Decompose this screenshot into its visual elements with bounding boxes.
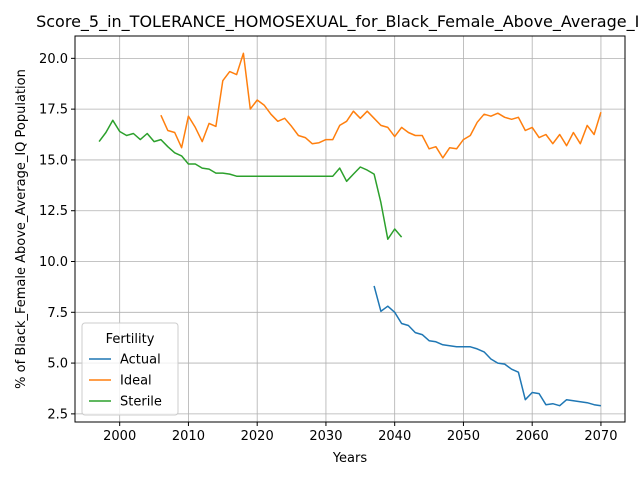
chart-title: Score_5_in_TOLERANCE_HOMOSEXUAL_for_Blac… — [36, 12, 640, 32]
x-tick-label: 2050 — [447, 429, 480, 444]
x-tick-label: 2040 — [378, 429, 411, 444]
y-tick-label: 15.0 — [39, 153, 68, 168]
x-tick-label: 2010 — [172, 429, 205, 444]
x-tick-label: 2070 — [584, 429, 617, 444]
y-tick-label: 5.0 — [47, 357, 68, 372]
x-axis-label: Years — [332, 451, 368, 466]
y-axis-label: % of Black_Female Above_Average_IQ Popul… — [14, 69, 29, 389]
y-tick-label: 10.0 — [39, 255, 68, 270]
series-line-sterile — [98, 119, 403, 240]
x-tick-label: 2020 — [241, 429, 274, 444]
y-tick-label: 2.5 — [47, 407, 68, 422]
series-line-actual — [373, 285, 602, 407]
series-line-ideal — [160, 52, 602, 159]
y-tick-label: 20.0 — [39, 52, 68, 67]
y-tick-label: 12.5 — [39, 204, 68, 219]
y-axis-ticks: 2.5 5.0 7.5 10.0 12.5 15.0 17.5 20.0 — [39, 52, 75, 422]
x-tick-label: 2000 — [103, 429, 136, 444]
y-tick-label: 17.5 — [39, 103, 68, 118]
legend-label-sterile: Sterile — [120, 395, 162, 410]
legend-title: Fertility — [106, 332, 155, 347]
legend-label-ideal: Ideal — [120, 374, 152, 389]
y-tick-label: 7.5 — [47, 306, 68, 321]
legend: Fertility Actual Ideal Sterile — [81, 322, 179, 416]
x-axis-ticks: 2000 2010 2020 2030 2040 2050 2060 2070 — [103, 422, 617, 444]
x-tick-label: 2030 — [309, 429, 342, 444]
plot-frame — [74, 35, 626, 423]
legend-label-actual: Actual — [120, 353, 161, 368]
series-lines — [98, 52, 602, 407]
legend-box — [81, 322, 179, 416]
x-tick-label: 2060 — [516, 429, 549, 444]
